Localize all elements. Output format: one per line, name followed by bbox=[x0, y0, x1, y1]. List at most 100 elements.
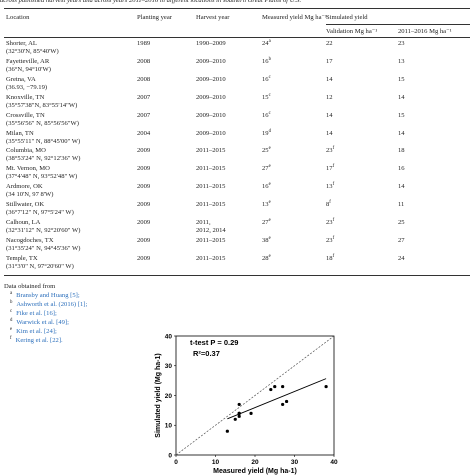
point bbox=[273, 384, 277, 389]
value: 16 bbox=[262, 183, 269, 191]
coords: (37°4'48" N, 93°52'48" W) bbox=[6, 173, 78, 181]
header: 2011–2016 Mg ha⁻¹ bbox=[398, 28, 452, 35]
value: 14 bbox=[326, 75, 333, 83]
planting-year: 2008 bbox=[137, 57, 151, 65]
note: a bbox=[268, 38, 271, 44]
footnote: a Bransby and Huang [5]; bbox=[10, 290, 80, 300]
yield-2011-2016: 13 bbox=[398, 57, 405, 65]
value: 25 bbox=[262, 147, 269, 155]
measured-yield: 27e bbox=[262, 164, 271, 173]
value: 23 bbox=[326, 147, 333, 155]
location: Stillwater, OK bbox=[6, 201, 45, 209]
x-tick-label: 10 bbox=[212, 459, 220, 466]
planting-year: 2009 bbox=[137, 165, 151, 173]
note: e bbox=[268, 199, 271, 205]
yield-2011-2016: 27 bbox=[398, 236, 405, 244]
rule bbox=[4, 275, 470, 276]
value: 18 bbox=[326, 254, 333, 262]
x-tick-label: 20 bbox=[251, 459, 259, 466]
point bbox=[281, 402, 285, 407]
measured-yield: 19d bbox=[262, 128, 271, 138]
value: 13 bbox=[326, 183, 333, 191]
header: Harvest year bbox=[196, 14, 230, 21]
value: 14 bbox=[326, 129, 333, 137]
measured-yield: 16e bbox=[262, 182, 271, 191]
note: f bbox=[332, 217, 335, 223]
yield-2011-2016: 15 bbox=[398, 111, 405, 119]
location: Ardmore, OK bbox=[6, 183, 43, 191]
value: 19 bbox=[262, 129, 269, 137]
yield-2011-2016: 11 bbox=[398, 201, 405, 209]
value: 13 bbox=[262, 201, 269, 209]
footnote-text: Kim et al. [24]; bbox=[16, 328, 57, 335]
harvest-year: 2009–2010 bbox=[196, 75, 226, 83]
value: 24 bbox=[262, 40, 269, 47]
measured-yield: 27e bbox=[262, 218, 271, 227]
harvest-year: 2009–2010 bbox=[196, 129, 226, 137]
coords: (32°31'12" N, 92°20'60" W) bbox=[6, 227, 81, 234]
x-tick-label: 0 bbox=[174, 459, 178, 466]
harvest-year: 2011–2015 bbox=[196, 236, 226, 244]
note: f bbox=[332, 253, 335, 259]
note: e bbox=[268, 146, 271, 152]
validation-yield: 17f bbox=[326, 164, 334, 173]
harvest-year: 2009–2010 bbox=[196, 93, 226, 101]
footnote-mark: a bbox=[10, 290, 13, 296]
validation-yield: 14 bbox=[326, 76, 333, 84]
validation-yield: 14 bbox=[326, 112, 333, 120]
header: Validation Mg ha⁻¹ bbox=[326, 28, 378, 35]
measured-yield: 24a bbox=[262, 38, 271, 48]
validation-yield: 23f bbox=[326, 146, 334, 155]
validation-yield: 17 bbox=[326, 58, 333, 66]
coords: (36.93, −79.19) bbox=[6, 83, 48, 91]
measured-yield: 28e bbox=[262, 254, 271, 263]
header: Location bbox=[6, 14, 30, 21]
x-tick-label: 30 bbox=[291, 459, 299, 466]
measured-yield: 38e bbox=[262, 235, 271, 245]
regression-line bbox=[227, 378, 327, 420]
validation-yield: 23f bbox=[326, 235, 335, 245]
note: c bbox=[268, 92, 271, 98]
measured-yield: 16c bbox=[262, 75, 271, 84]
coords: (32°30'N, 85°40'W) bbox=[6, 48, 59, 55]
header: Measured yield Mg ha⁻¹ bbox=[262, 14, 327, 21]
note: f bbox=[332, 235, 335, 241]
yield-2011-2016: 14 bbox=[398, 129, 405, 137]
point bbox=[285, 399, 289, 404]
value: 16 bbox=[262, 111, 269, 119]
note: b bbox=[268, 56, 271, 62]
y-tick-label: 0 bbox=[168, 452, 172, 459]
location: Fayetteville, AR bbox=[6, 57, 50, 65]
harvest-year: 1990–2009 bbox=[196, 40, 226, 47]
header: Simulated yield bbox=[326, 14, 368, 21]
y-tick-label: 10 bbox=[165, 423, 173, 430]
coords: (38°53'24" N, 92°12'36" W) bbox=[6, 155, 81, 163]
coords: (35°56'56" N, 85°56'56"W) bbox=[6, 119, 79, 127]
harvest-year: 2011–2015 bbox=[196, 183, 226, 191]
harvest-year: 2011–2015 bbox=[196, 201, 226, 209]
location: Knoxville, TN bbox=[6, 93, 45, 101]
footnote: f Kering et al. [22]. bbox=[10, 336, 63, 345]
harvest-year: 2011–2015 bbox=[196, 165, 226, 173]
yield-2011-2016: 16 bbox=[398, 165, 405, 173]
value: 8 bbox=[326, 201, 330, 209]
location: Shorter, AL bbox=[6, 40, 37, 47]
coords: (34 10'N, 97 8'W) bbox=[6, 191, 54, 199]
value: 22 bbox=[326, 40, 333, 47]
location: Gretna, VA bbox=[6, 75, 36, 83]
planting-year: 1989 bbox=[137, 40, 151, 47]
planting-year: 2009 bbox=[137, 254, 151, 262]
yield-2011-2016: 18 bbox=[398, 147, 405, 155]
note: d bbox=[268, 128, 271, 134]
validation-yield: 18f bbox=[326, 253, 335, 263]
planting-year: 2009 bbox=[137, 219, 151, 226]
footnote-mark: e bbox=[10, 326, 13, 332]
note: c bbox=[268, 110, 271, 116]
location: Temple, TX bbox=[6, 254, 38, 262]
planting-year: 2004 bbox=[137, 129, 151, 137]
location: Mt. Vernon, MO bbox=[6, 165, 50, 173]
point bbox=[324, 384, 328, 389]
note: e bbox=[268, 235, 271, 241]
harvest-year: 2011, 2012, 2014 bbox=[196, 219, 226, 234]
